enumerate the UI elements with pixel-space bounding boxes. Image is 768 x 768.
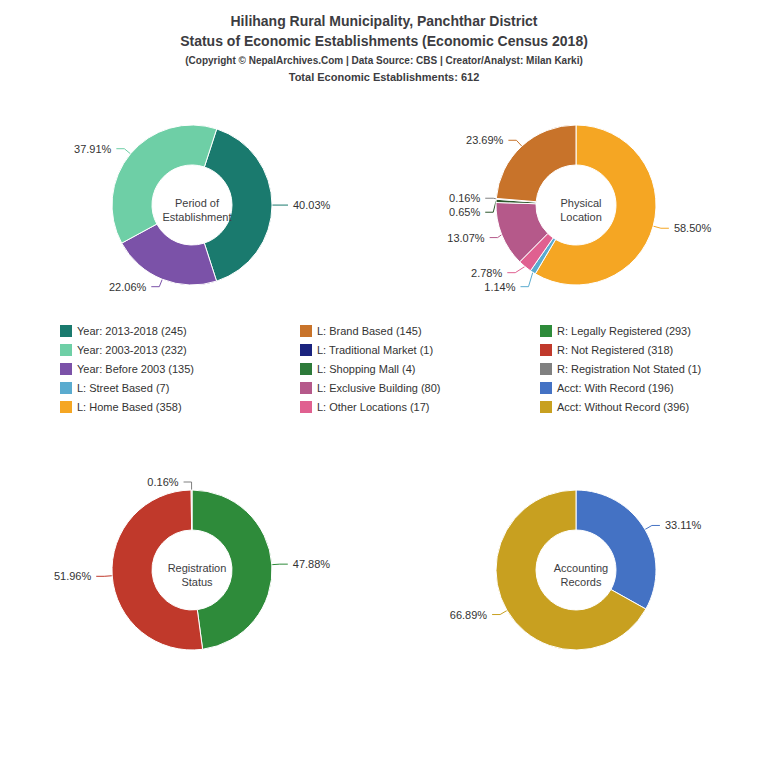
svg-text:Registration: Registration: [168, 562, 227, 574]
svg-text:Establishment: Establishment: [162, 211, 231, 223]
svg-text:22.06%: 22.06%: [109, 281, 147, 293]
svg-text:Location: Location: [560, 211, 602, 223]
svg-text:13.07%: 13.07%: [447, 232, 485, 244]
svg-text:L: Brand Based (145): L: Brand Based (145): [317, 325, 422, 337]
svg-text:Period of: Period of: [175, 197, 220, 209]
svg-text:0.16%: 0.16%: [449, 192, 480, 204]
svg-text:Total Economic Establishments:: Total Economic Establishments: 612: [289, 71, 480, 83]
svg-text:2.78%: 2.78%: [471, 267, 502, 279]
svg-text:(Copyright © NepalArchives.Com: (Copyright © NepalArchives.Com | Data So…: [185, 55, 583, 66]
svg-text:58.50%: 58.50%: [674, 222, 712, 234]
svg-text:66.89%: 66.89%: [450, 609, 488, 621]
svg-text:0.16%: 0.16%: [147, 476, 178, 488]
svg-text:L: Shopping Mall (4): L: Shopping Mall (4): [317, 363, 415, 375]
svg-text:R: Not Registered (318): R: Not Registered (318): [557, 344, 673, 356]
svg-text:L: Traditional Market (1): L: Traditional Market (1): [317, 344, 433, 356]
svg-text:L: Home Based (358): L: Home Based (358): [77, 401, 182, 413]
svg-text:40.03%: 40.03%: [293, 199, 331, 211]
svg-text:Records: Records: [561, 576, 602, 588]
svg-text:Acct: Without Record (396): Acct: Without Record (396): [557, 401, 689, 413]
svg-text:37.91%: 37.91%: [74, 143, 112, 155]
svg-text:Status: Status: [181, 576, 213, 588]
svg-text:1.14%: 1.14%: [484, 281, 515, 293]
svg-text:R: Legally Registered (293): R: Legally Registered (293): [557, 325, 691, 337]
svg-text:R: Registration Not Stated (1): R: Registration Not Stated (1): [557, 363, 701, 375]
svg-text:Accounting: Accounting: [554, 562, 608, 574]
svg-text:0.65%: 0.65%: [449, 206, 480, 218]
svg-text:33.11%: 33.11%: [665, 519, 702, 531]
svg-text:L: Other Locations (17): L: Other Locations (17): [317, 401, 430, 413]
svg-text:Year: 2013-2018 (245): Year: 2013-2018 (245): [77, 325, 187, 337]
svg-text:Year: Before 2003 (135): Year: Before 2003 (135): [77, 363, 194, 375]
svg-text:Hilihang Rural Municipality, P: Hilihang Rural Municipality, Panchthar D…: [230, 13, 537, 29]
svg-text:L: Exclusive Building (80): L: Exclusive Building (80): [317, 382, 441, 394]
svg-text:47.88%: 47.88%: [293, 558, 331, 570]
svg-text:L: Street Based (7): L: Street Based (7): [77, 382, 169, 394]
svg-text:Acct: With Record (196): Acct: With Record (196): [557, 382, 674, 394]
svg-text:Physical: Physical: [561, 197, 602, 209]
svg-text:23.69%: 23.69%: [466, 134, 504, 146]
svg-text:Year: 2003-2013 (232): Year: 2003-2013 (232): [77, 344, 187, 356]
svg-text:51.96%: 51.96%: [54, 570, 92, 582]
svg-text:Status of Economic Establishme: Status of Economic Establishments (Econo…: [180, 33, 588, 49]
